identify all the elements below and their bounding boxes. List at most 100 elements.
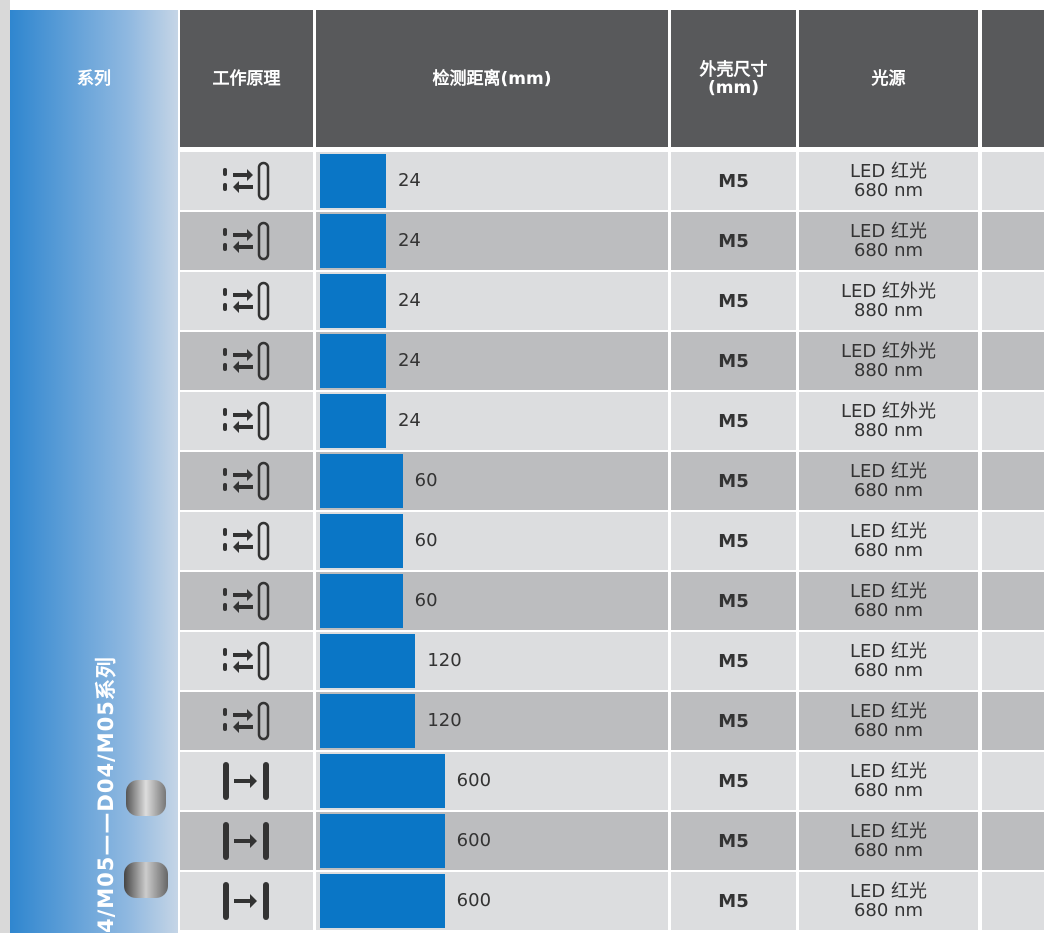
light-line: LED 红光 xyxy=(850,761,927,782)
row-cell-bg xyxy=(799,632,978,690)
housing: M5 xyxy=(718,410,749,432)
light-line: LED 红光 xyxy=(850,821,927,842)
series-label: 4/M05——D04/M05系列 xyxy=(94,656,118,933)
light-line: 880 nm xyxy=(853,420,924,441)
housing: M5 xyxy=(718,590,749,612)
light-line: LED 红光 xyxy=(850,221,927,242)
light-line: LED 红光 xyxy=(850,461,927,482)
distance-bar xyxy=(320,454,403,508)
column-header: 光源 xyxy=(799,10,978,147)
light-line: 680 nm xyxy=(853,600,924,621)
housing: M5 xyxy=(718,710,749,732)
column-header xyxy=(982,10,1044,147)
light-line: 680 nm xyxy=(853,180,924,201)
principle-icon xyxy=(180,812,313,870)
principle-icon xyxy=(180,872,313,930)
row-cell-bg xyxy=(982,752,1044,810)
row-cell-bg xyxy=(671,632,796,690)
distance-value: 600 xyxy=(456,890,492,911)
distance-bar xyxy=(320,574,403,628)
distance-value: 24 xyxy=(397,230,421,251)
product-image xyxy=(120,770,180,930)
distance-value: 120 xyxy=(427,650,462,671)
principle-icon xyxy=(180,152,313,210)
column-header: 工作原理 xyxy=(180,10,313,147)
principle-icon xyxy=(180,392,313,450)
row-cell-bg xyxy=(982,812,1044,870)
light-source: LED 红光 680 nm xyxy=(799,692,978,750)
housing: M5 xyxy=(718,290,749,312)
principle-icon xyxy=(180,452,313,510)
principle-icon xyxy=(180,272,313,330)
light-source: LED 红外光 880 nm xyxy=(799,272,978,330)
light-source: LED 红光 680 nm xyxy=(799,572,978,630)
distance-value: 60 xyxy=(414,590,438,611)
principle-icon xyxy=(180,212,313,270)
distance-bar xyxy=(320,754,445,808)
principle-icon xyxy=(180,512,313,570)
distance-value: 24 xyxy=(397,410,421,431)
row-cell-bg xyxy=(799,392,978,450)
housing: M5 xyxy=(718,530,749,552)
light-source: LED 红光 680 nm xyxy=(799,872,978,930)
distance-bar xyxy=(320,694,416,748)
row-cell-bg xyxy=(671,872,796,930)
row-cell-bg xyxy=(799,812,978,870)
distance-bar xyxy=(320,634,416,688)
row-cell-bg xyxy=(671,212,796,270)
light-line: LED 红光 xyxy=(850,581,927,602)
row-cell-bg xyxy=(982,572,1044,630)
light-line: LED 红光 xyxy=(850,641,927,662)
row-cell-bg xyxy=(982,392,1044,450)
row-cell-bg xyxy=(982,512,1044,570)
row-cell-bg xyxy=(671,692,796,750)
principle-icon xyxy=(180,332,313,390)
row-cell-bg xyxy=(799,572,978,630)
row-cell-bg xyxy=(982,872,1044,930)
distance-bar xyxy=(320,814,445,868)
light-source: LED 红光 680 nm xyxy=(799,212,978,270)
column-header: 检测距离(mm) xyxy=(316,10,668,147)
principle-icon xyxy=(180,572,313,630)
distance-bar xyxy=(320,214,386,268)
series-column xyxy=(10,10,178,933)
light-line: LED 红外光 xyxy=(841,341,936,362)
light-source: LED 红光 680 nm xyxy=(799,152,978,210)
distance-value: 24 xyxy=(397,170,421,191)
column-header: 系列 xyxy=(77,68,111,89)
side-strip xyxy=(0,0,10,933)
housing: M5 xyxy=(718,230,749,252)
light-source: LED 红光 680 nm xyxy=(799,812,978,870)
distance-bar xyxy=(320,514,403,568)
principle-icon xyxy=(180,632,313,690)
light-line: LED 红光 xyxy=(850,161,927,182)
light-source: LED 红外光 880 nm xyxy=(799,392,978,450)
light-source: LED 红光 680 nm xyxy=(799,632,978,690)
row-cell-bg xyxy=(799,452,978,510)
row-cell-bg xyxy=(982,152,1044,210)
row-cell-bg xyxy=(799,512,978,570)
row-cell-bg xyxy=(799,152,978,210)
row-cell-bg xyxy=(671,452,796,510)
light-line: LED 红光 xyxy=(850,701,927,722)
distance-value: 600 xyxy=(456,830,492,851)
divider xyxy=(178,10,180,933)
light-line: 680 nm xyxy=(853,240,924,261)
row-cell-bg xyxy=(799,692,978,750)
principle-icon xyxy=(180,692,313,750)
distance-value: 24 xyxy=(397,290,421,311)
light-source: LED 红光 680 nm xyxy=(799,512,978,570)
distance-bar xyxy=(320,154,386,208)
distance-value: 120 xyxy=(427,710,462,731)
distance-bar xyxy=(320,394,386,448)
light-source: LED 红光 680 nm xyxy=(799,452,978,510)
row-cell-bg xyxy=(671,152,796,210)
header-line: 外壳尺寸 xyxy=(699,59,768,80)
housing: M5 xyxy=(718,890,749,912)
row-cell-bg xyxy=(671,572,796,630)
row-cell-bg xyxy=(671,392,796,450)
housing: M5 xyxy=(718,650,749,672)
distance-value: 60 xyxy=(414,530,438,551)
distance-bar xyxy=(320,274,386,328)
